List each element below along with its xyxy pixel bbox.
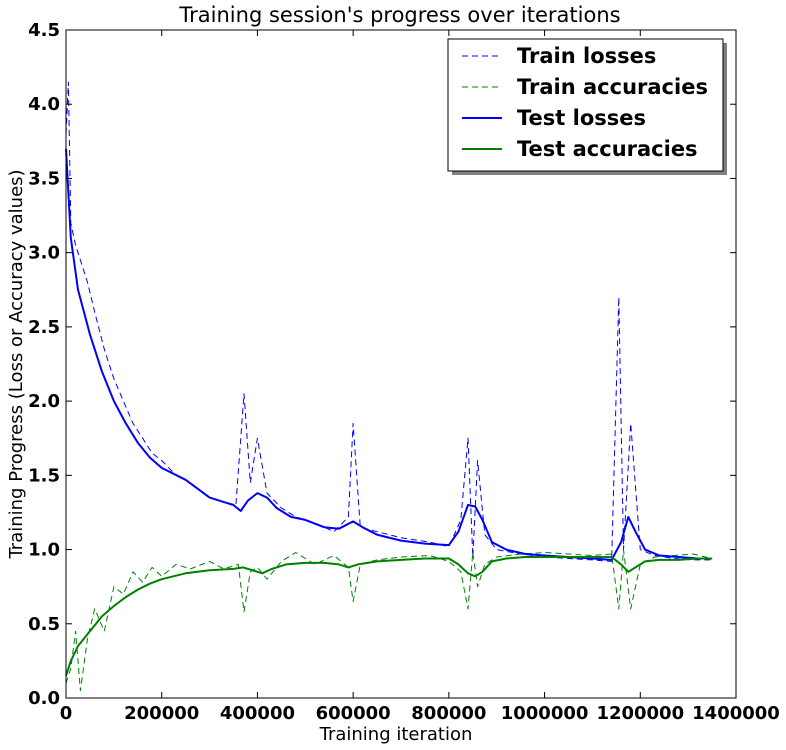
series-line-test-accuracies (65, 556, 713, 677)
legend-label: Test losses (517, 106, 646, 130)
x-tick-label: 1200000 (596, 703, 684, 724)
y-tick-label: 1.0 (28, 540, 60, 561)
x-tick-label: 800000 (411, 703, 486, 724)
plot-frame (65, 29, 737, 699)
y-tick-label: 1.5 (28, 465, 60, 486)
y-tick-label: 2.5 (28, 317, 60, 338)
series-layer (65, 81, 713, 692)
series-line-train-losses (65, 81, 713, 562)
legend-label: Train losses (517, 44, 656, 68)
x-tick-label: 1000000 (501, 703, 589, 724)
y-tick-label: 0.5 (28, 614, 60, 635)
legend-label: Test accuracies (517, 137, 698, 161)
series-line-train-accuracies (65, 549, 713, 692)
tick-layer: 0 200000 400000 600000 800000 1000000 1200000 1… (28, 20, 780, 724)
series-line-test-losses (65, 148, 713, 561)
y-tick-label: 3.0 (28, 243, 60, 264)
y-tick-label: 4.0 (28, 94, 60, 115)
y-tick-label: 3.5 (28, 168, 60, 189)
y-axis-title: Training Progress (Loss or Accuracy valu… (6, 169, 27, 559)
legend: Train losses Train accuracies Test losses T… (447, 38, 727, 175)
x-axis-title: Training iteration (319, 724, 473, 745)
legend-label: Train accuracies (517, 75, 708, 99)
x-tick-label: 400000 (220, 703, 295, 724)
y-tick-label: 0.0 (28, 688, 60, 709)
x-tick-label: 0 (60, 703, 73, 724)
y-tick-label: 4.5 (28, 20, 60, 41)
y-tick-label: 2.0 (28, 391, 60, 412)
legend-items: Train losses Train accuracies Test losses T… (462, 44, 708, 161)
x-tick-label: 600000 (316, 703, 391, 724)
chart-title: Training session's progress over iterati… (178, 3, 620, 27)
x-tick-label: 200000 (124, 703, 199, 724)
x-tick-label: 1400000 (692, 703, 780, 724)
